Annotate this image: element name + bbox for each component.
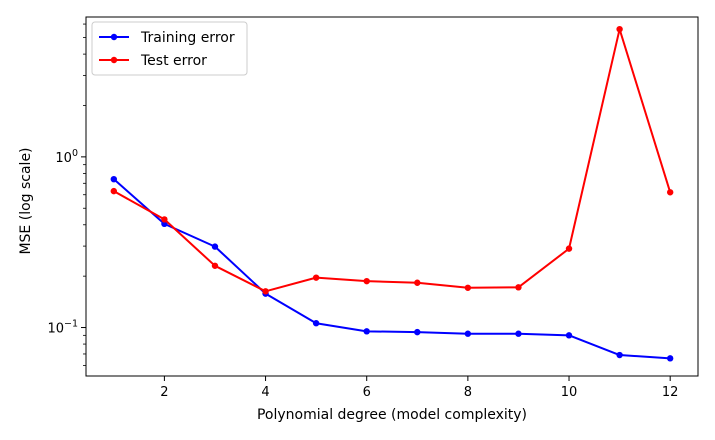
data-point bbox=[211, 262, 219, 269]
data-point bbox=[666, 355, 674, 362]
data-point bbox=[515, 284, 522, 291]
data-point bbox=[464, 330, 472, 337]
x-tick-label: 6 bbox=[363, 385, 371, 400]
x-tick-label: 10 bbox=[561, 385, 578, 400]
x-tick-label: 4 bbox=[261, 385, 269, 400]
legend-swatch-marker bbox=[110, 33, 118, 41]
legend-entries: Training error Test error bbox=[99, 30, 235, 69]
data-point bbox=[110, 187, 118, 195]
data-point bbox=[363, 328, 370, 335]
legend-box bbox=[91, 21, 248, 76]
series-lines bbox=[110, 25, 674, 362]
data-point bbox=[616, 351, 623, 359]
legend-label: Test error bbox=[140, 53, 207, 69]
data-point bbox=[666, 189, 674, 196]
legend-swatch-marker bbox=[110, 56, 118, 64]
y-tick-label: 100 bbox=[55, 148, 78, 166]
data-point bbox=[616, 25, 623, 33]
data-point bbox=[565, 332, 573, 339]
data-point bbox=[515, 330, 522, 337]
plot-frame bbox=[85, 16, 699, 377]
x-tick-label: 8 bbox=[464, 385, 472, 400]
data-point bbox=[312, 320, 320, 327]
legend: Training error Test error bbox=[91, 21, 248, 76]
legend-label: Training error bbox=[140, 30, 235, 46]
data-point bbox=[414, 328, 421, 336]
data-point bbox=[262, 288, 269, 295]
axes bbox=[85, 16, 699, 377]
x-tick-label: 2 bbox=[160, 385, 168, 400]
y-tick-label: 10−1 bbox=[47, 319, 78, 337]
data-point bbox=[414, 279, 421, 286]
x-tick-label: 12 bbox=[662, 385, 679, 400]
x-axis-label: Polynomial degree (model complexity) bbox=[257, 407, 527, 423]
data-point bbox=[312, 274, 320, 281]
data-point bbox=[110, 175, 118, 183]
series-line-2 bbox=[113, 28, 672, 293]
ticks: 2 4 6 8 10 12 10−1 100 bbox=[47, 23, 679, 400]
y-axis-label: MSE (log scale) bbox=[18, 147, 34, 254]
data-point bbox=[464, 284, 472, 291]
data-point bbox=[161, 220, 168, 228]
data-point bbox=[211, 243, 219, 250]
data-point bbox=[161, 216, 168, 223]
series-line-1 bbox=[113, 178, 671, 360]
data-point bbox=[565, 245, 573, 252]
data-point bbox=[363, 277, 370, 285]
